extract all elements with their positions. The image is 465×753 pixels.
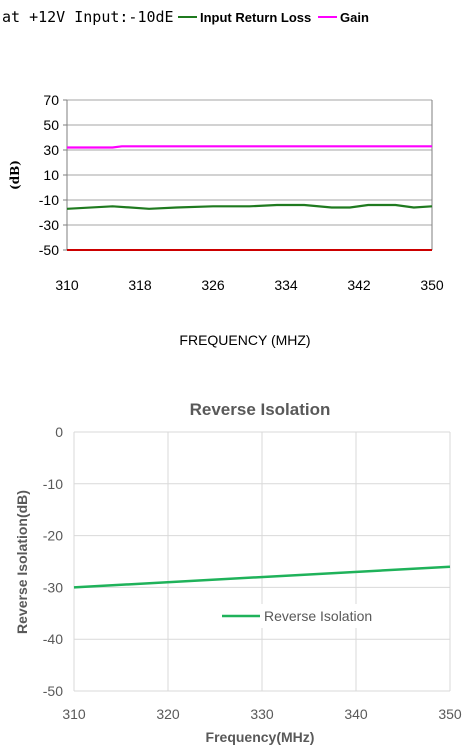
- chart-2-y-tick-label: 0: [55, 424, 63, 440]
- chart-2: Reverse Isolation 0 -10 -20 -30 -40 -50 310 32…: [14, 400, 462, 745]
- chart-1-x-tick-label: 342: [347, 277, 371, 293]
- chart-2-x-tick-label: 320: [156, 706, 180, 722]
- chart-1-x-tick-label: 326: [201, 277, 225, 293]
- chart-2-legend: Reverse Isolation: [222, 608, 372, 624]
- chart-2-x-ticks: 310 320 330 340 350: [62, 706, 462, 722]
- chart-2-y-tick-label: -50: [43, 683, 63, 699]
- chart-1-y-tick-label: -10: [39, 192, 59, 208]
- chart-2-y-axis-label: Reverse Isolation(dB): [14, 490, 30, 634]
- chart-1-y-tick-label: 30: [43, 142, 59, 158]
- chart-2-grid: [73, 431, 451, 692]
- chart-1-y-axis-label: (dB): [8, 160, 22, 190]
- chart-2-x-tick-label: 350: [438, 706, 462, 722]
- chart-1-x-ticks: 310 318 326 334 342 350: [55, 277, 444, 293]
- chart-2-x-axis-label: Frequency(MHz): [206, 729, 315, 745]
- chart-2-title: Reverse Isolation: [190, 400, 331, 419]
- chart-1-y-tick-label: 50: [43, 117, 59, 133]
- chart-1-y-tick-label: 70: [43, 92, 59, 108]
- chart-1-grid: [63, 99, 433, 251]
- chart-1-y-ticks: 70 50 30 10 -10 -30 -50: [39, 92, 59, 258]
- chart-1-series: [66, 145, 433, 251]
- chart-2-x-tick-label: 340: [344, 706, 368, 722]
- chart-1-x-tick-label: 318: [128, 277, 152, 293]
- chart-2-y-tick-label: -20: [43, 528, 63, 544]
- chart-1-x-axis-label: FREQUENCY (MHZ): [179, 332, 310, 348]
- chart-2-x-tick-label: 330: [250, 706, 274, 722]
- chart-2-y-ticks: 0 -10 -20 -30 -40 -50: [43, 424, 63, 699]
- chart-2-y-tick-label: -30: [43, 579, 63, 595]
- chart-1-header-text: at +12V Input:-10dE: [2, 8, 174, 26]
- legend-label-reverse-isolation: Reverse Isolation: [264, 608, 372, 624]
- chart-1-y-tick-label: -30: [39, 217, 59, 233]
- series-line-gain: [67, 145, 432, 149]
- chart-2-y-tick-label: -40: [43, 631, 63, 647]
- series-line-input-return-loss: [66, 203, 433, 210]
- chart-1: at +12V Input:-10dE Input Return Loss Ga…: [2, 8, 444, 348]
- chart-2-y-tick-label: -10: [43, 476, 63, 492]
- chart-1-legend: Input Return Loss Gain: [178, 10, 369, 25]
- legend-label-gain: Gain: [340, 10, 369, 25]
- legend-label-input-return-loss: Input Return Loss: [200, 10, 311, 25]
- chart-1-x-tick-label: 334: [274, 277, 298, 293]
- chart-1-x-tick-label: 350: [420, 277, 444, 293]
- chart-1-y-tick-label: -50: [39, 242, 59, 258]
- chart-2-x-tick-label: 310: [62, 706, 86, 722]
- chart-1-y-tick-label: 10: [43, 167, 59, 183]
- series-line-reverse-isolation: [73, 565, 451, 589]
- chart-1-x-tick-label: 310: [55, 277, 79, 293]
